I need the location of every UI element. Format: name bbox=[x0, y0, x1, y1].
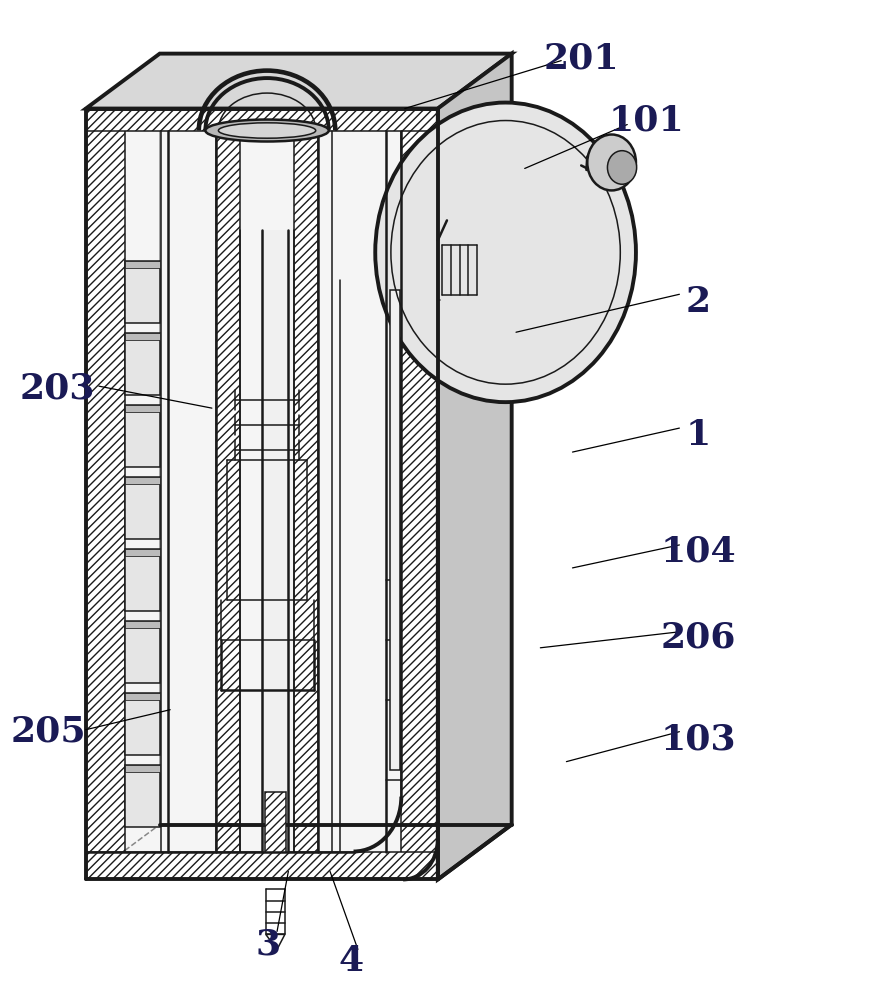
Bar bbox=[125, 765, 160, 772]
Bar bbox=[217, 131, 240, 852]
Text: 4: 4 bbox=[339, 944, 363, 978]
Polygon shape bbox=[438, 54, 512, 879]
Bar bbox=[86, 109, 125, 879]
Bar bbox=[294, 131, 318, 852]
Bar bbox=[125, 621, 160, 683]
Text: 103: 103 bbox=[661, 723, 736, 757]
Text: 206: 206 bbox=[661, 621, 736, 655]
Bar bbox=[125, 693, 160, 700]
Bar bbox=[125, 333, 160, 340]
Text: 201: 201 bbox=[543, 42, 619, 76]
Circle shape bbox=[375, 103, 636, 402]
Bar bbox=[125, 333, 160, 395]
Bar bbox=[265, 792, 285, 852]
Text: 2: 2 bbox=[686, 285, 711, 319]
Bar bbox=[125, 405, 160, 412]
Bar bbox=[125, 549, 160, 556]
Bar bbox=[125, 261, 160, 268]
Polygon shape bbox=[86, 54, 512, 109]
Bar bbox=[86, 109, 438, 131]
Bar bbox=[86, 852, 438, 879]
Bar bbox=[125, 131, 402, 852]
Circle shape bbox=[588, 135, 636, 190]
Polygon shape bbox=[265, 934, 285, 949]
Text: 205: 205 bbox=[10, 715, 86, 749]
Text: 1: 1 bbox=[686, 418, 711, 452]
Bar bbox=[402, 109, 438, 879]
Ellipse shape bbox=[218, 123, 316, 138]
Bar bbox=[125, 405, 160, 467]
Bar bbox=[125, 549, 160, 611]
Bar bbox=[125, 477, 160, 484]
Bar bbox=[125, 261, 160, 323]
Circle shape bbox=[608, 151, 636, 184]
Text: 104: 104 bbox=[661, 535, 736, 569]
Bar bbox=[125, 693, 160, 755]
Bar bbox=[262, 230, 288, 852]
Text: 101: 101 bbox=[608, 104, 684, 138]
Bar bbox=[390, 290, 401, 770]
Bar bbox=[125, 621, 160, 628]
Text: 203: 203 bbox=[19, 371, 95, 405]
Bar bbox=[125, 477, 160, 539]
Bar bbox=[125, 765, 160, 827]
Text: 3: 3 bbox=[256, 927, 281, 961]
Ellipse shape bbox=[205, 120, 329, 141]
